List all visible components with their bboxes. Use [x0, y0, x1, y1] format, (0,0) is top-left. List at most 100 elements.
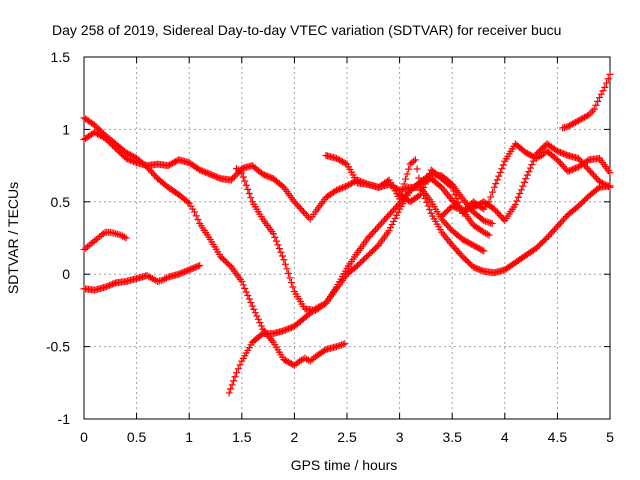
- data-marker: [598, 179, 606, 187]
- data-marker: [492, 180, 500, 188]
- data-marker: [109, 280, 117, 288]
- data-marker: [335, 156, 343, 164]
- data-marker: [561, 150, 569, 158]
- data-marker: [205, 170, 213, 178]
- data-marker: [565, 122, 573, 130]
- data-marker: [209, 172, 217, 180]
- data-marker: [281, 326, 289, 334]
- data-marker: [131, 158, 139, 166]
- data-marker: [128, 157, 136, 165]
- data-marker: [283, 357, 291, 365]
- data-marker: [185, 266, 193, 274]
- data-marker: [206, 170, 214, 178]
- data-marker: [604, 75, 612, 83]
- data-marker: [555, 221, 563, 229]
- data-marker: [477, 266, 485, 274]
- data-marker: [588, 169, 596, 177]
- data-marker: [606, 70, 614, 78]
- data-marker: [254, 315, 262, 323]
- data-marker: [181, 268, 189, 276]
- data-marker: [597, 178, 605, 186]
- data-marker: [415, 174, 423, 182]
- data-marker: [592, 101, 600, 109]
- data-marker: [590, 105, 598, 113]
- series-sat-6: [233, 164, 493, 314]
- data-marker: [375, 222, 383, 230]
- data-marker: [226, 262, 234, 270]
- data-marker: [451, 245, 459, 253]
- data-marker: [448, 202, 456, 210]
- data-marker: [269, 230, 277, 238]
- data-marker: [570, 165, 578, 173]
- data-marker: [604, 182, 612, 190]
- data-marker: [166, 161, 174, 169]
- data-marker: [130, 157, 138, 165]
- data-marker: [239, 173, 247, 181]
- data-marker: [260, 171, 268, 179]
- data-marker: [188, 265, 196, 273]
- data-marker: [498, 213, 506, 221]
- data-marker: [475, 265, 483, 273]
- x-tick-label: 0.5: [127, 429, 147, 445]
- data-marker: [387, 224, 395, 232]
- data-marker: [487, 193, 495, 201]
- data-marker: [256, 319, 264, 327]
- data-marker: [564, 123, 572, 131]
- data-marker: [248, 302, 256, 310]
- data-marker: [472, 202, 480, 210]
- data-marker: [495, 210, 503, 218]
- data-marker: [187, 265, 195, 273]
- data-marker: [496, 168, 504, 176]
- data-marker: [558, 161, 566, 169]
- data-marker: [602, 79, 610, 87]
- data-marker: [233, 369, 241, 377]
- data-marker: [465, 239, 473, 247]
- data-marker: [415, 192, 423, 200]
- ticks: [83, 56, 611, 420]
- data-marker: [513, 197, 521, 205]
- data-marker: [364, 234, 372, 242]
- data-marker: [576, 156, 584, 164]
- data-marker: [341, 159, 349, 167]
- data-marker: [190, 264, 198, 272]
- data-marker: [197, 167, 205, 175]
- data-marker: [271, 233, 279, 241]
- data-marker: [498, 165, 506, 173]
- data-marker: [348, 179, 356, 187]
- data-marker: [471, 203, 479, 211]
- data-marker: [378, 219, 386, 227]
- data-marker: [558, 217, 566, 225]
- data-marker: [245, 295, 253, 303]
- data-marker: [391, 204, 399, 212]
- data-marker: [95, 131, 103, 139]
- data-marker: [582, 113, 590, 121]
- data-marker: [334, 155, 342, 163]
- data-marker: [451, 203, 459, 211]
- tick-labels: 0 0.5 1 1.5 2 2.5 3 3.5 4 4.5 5 -1 -0.5 0 0.5 1 1.5: [46, 49, 614, 445]
- data-marker: [571, 164, 579, 172]
- series-sat-2: [80, 228, 130, 254]
- data-marker: [244, 185, 252, 193]
- data-marker: [444, 222, 452, 230]
- data-marker: [523, 149, 531, 157]
- data-marker: [278, 252, 286, 260]
- data-marker: [450, 243, 458, 251]
- data-marker: [299, 208, 307, 216]
- data-marker: [172, 157, 180, 165]
- data-marker: [421, 180, 429, 188]
- data-marker: [573, 118, 581, 126]
- data-marker: [169, 159, 177, 167]
- data-marker: [472, 243, 480, 251]
- data-marker: [232, 171, 240, 179]
- data-marker: [450, 203, 458, 211]
- data-marker: [447, 182, 455, 190]
- data-marker: [589, 171, 597, 179]
- chart-title: Day 258 of 2019, Sidereal Day-to-day VTE…: [52, 22, 561, 38]
- data-marker: [559, 162, 567, 170]
- data-marker: [369, 229, 377, 237]
- y-tick-label: 1: [62, 121, 70, 137]
- data-marker: [450, 187, 458, 195]
- data-marker: [274, 241, 282, 249]
- data-marker: [239, 281, 247, 289]
